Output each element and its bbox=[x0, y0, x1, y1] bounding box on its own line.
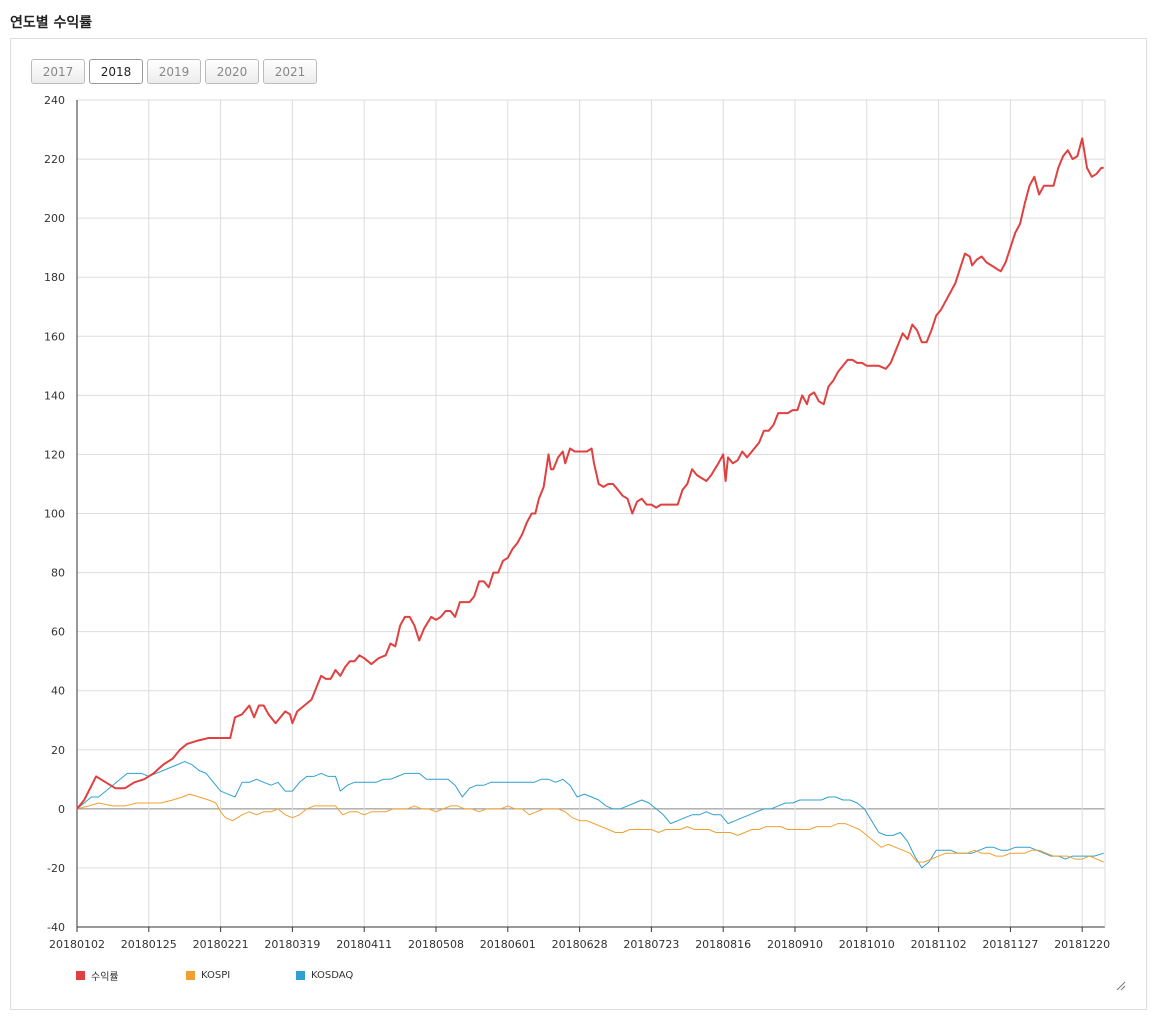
y-tick-label: 220 bbox=[44, 153, 65, 166]
legend-label-returns: 수익률 bbox=[91, 972, 119, 983]
y-tick-label: 80 bbox=[51, 567, 65, 580]
y-tick-label: 140 bbox=[44, 389, 65, 402]
legend-label-kosdaq: KOSDAQ bbox=[311, 970, 354, 981]
y-tick-label: 120 bbox=[44, 448, 65, 461]
legend-item-kospi[interactable]: KOSPI bbox=[186, 968, 296, 983]
y-tick-label: -20 bbox=[47, 862, 65, 875]
x-tick-label: 20180723 bbox=[623, 938, 679, 951]
x-tick-label: 20181127 bbox=[982, 938, 1038, 951]
year-tab-2019[interactable]: 2019 bbox=[147, 59, 201, 84]
y-tick-label: 100 bbox=[44, 508, 65, 521]
y-tick-label: 40 bbox=[51, 685, 65, 698]
legend-item-returns[interactable]: 수익률 bbox=[76, 968, 186, 983]
y-tick-label: 60 bbox=[51, 626, 65, 639]
x-tick-label: 20180221 bbox=[193, 938, 249, 951]
x-tick-label: 20180816 bbox=[695, 938, 751, 951]
y-tick-label: 180 bbox=[44, 271, 65, 284]
x-tick-label: 20180601 bbox=[480, 938, 536, 951]
y-tick-label: -40 bbox=[47, 921, 65, 934]
resize-handle-icon[interactable] bbox=[1116, 981, 1126, 991]
y-tick-label: 160 bbox=[44, 330, 65, 343]
year-tab-2020[interactable]: 2020 bbox=[205, 59, 259, 84]
x-tick-label: 20181102 bbox=[911, 938, 967, 951]
x-tick-label: 20180102 bbox=[49, 938, 105, 951]
year-tab-2017[interactable]: 2017 bbox=[31, 59, 85, 84]
x-tick-label: 20180319 bbox=[264, 938, 320, 951]
legend-swatch-kospi bbox=[186, 971, 195, 980]
chart-legend: 수익률 KOSPI KOSDAQ bbox=[76, 968, 406, 983]
series-line-kosdaq bbox=[76, 761, 1104, 869]
x-tick-label: 20181010 bbox=[839, 938, 895, 951]
y-tick-label: 240 bbox=[44, 94, 65, 107]
series-line-returns bbox=[76, 137, 1104, 810]
x-tick-label: 20180508 bbox=[408, 938, 464, 951]
x-tick-label: 20180411 bbox=[336, 938, 392, 951]
y-tick-label: 0 bbox=[58, 803, 65, 816]
x-tick-label: 20180628 bbox=[552, 938, 608, 951]
legend-item-kosdaq[interactable]: KOSDAQ bbox=[296, 968, 406, 983]
legend-swatch-kosdaq bbox=[296, 971, 305, 980]
y-tick-label: 20 bbox=[51, 744, 65, 757]
y-tick-label: 200 bbox=[44, 212, 65, 225]
chart-panel bbox=[10, 38, 1147, 1010]
legend-label-kospi: KOSPI bbox=[201, 970, 231, 981]
x-tick-label: 20180125 bbox=[121, 938, 177, 951]
section-title: 연도별 수익률 bbox=[10, 15, 93, 31]
x-tick-label: 20180910 bbox=[767, 938, 823, 951]
legend-swatch-returns bbox=[76, 971, 85, 980]
x-tick-label: 20181220 bbox=[1054, 938, 1110, 951]
year-tab-2018[interactable]: 2018 bbox=[89, 59, 143, 84]
year-tabs: 2017 2018 2019 2020 2021 bbox=[31, 59, 317, 84]
series-line-kospi bbox=[76, 793, 1104, 863]
year-tab-2021[interactable]: 2021 bbox=[263, 59, 317, 84]
